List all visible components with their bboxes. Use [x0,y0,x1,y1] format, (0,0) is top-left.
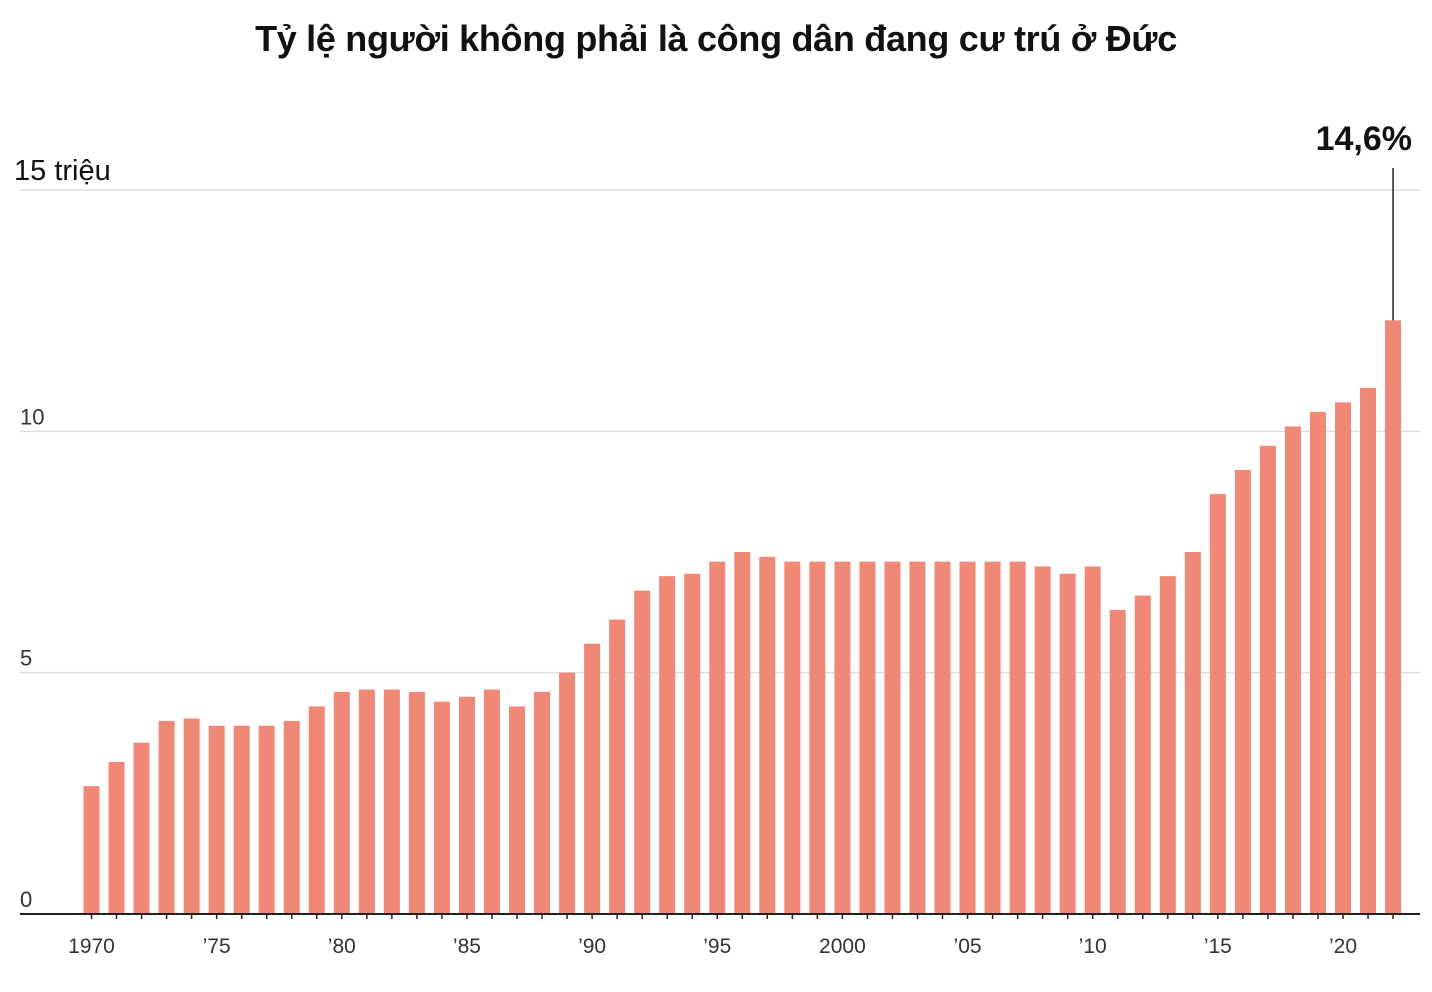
y-tick-label: 10 [20,404,44,429]
bar-2017 [1259,445,1276,914]
bar-2021 [1360,387,1377,915]
bar-1983 [408,691,425,914]
bar-1998 [784,561,801,914]
bar-1991 [609,619,626,914]
annotation: 14,6% [1316,120,1412,321]
bar-2018 [1284,426,1301,914]
x-tick-label: 1970 [68,935,115,958]
x-tick-label: ’05 [954,935,982,958]
x-tick-label: ’90 [578,935,606,958]
bar-1982 [383,689,400,914]
bar-2001 [859,561,876,914]
bar-1973 [158,720,175,914]
bar-1976 [233,725,250,914]
bar-2007 [1009,561,1026,914]
x-tick-label: ’95 [703,935,731,958]
bar-2008 [1034,566,1051,914]
bar-1979 [308,706,325,914]
bar-2005 [959,561,976,914]
bar-1977 [258,725,275,914]
bar-1988 [534,691,551,914]
x-tick-label: 2000 [819,935,866,958]
x-tick-label: ’15 [1204,935,1232,958]
x-tick-label: ’75 [203,935,231,958]
bar-2011 [1109,609,1126,914]
bar-2003 [909,561,926,914]
y-tick-label: 5 [20,646,32,671]
bar-1996 [734,552,751,914]
bar-2004 [934,561,951,914]
x-tick-label: ’20 [1329,935,1357,958]
y-tick-label: 15 triệu [14,155,111,187]
bar-2015 [1209,494,1226,914]
bar-1986 [483,689,500,914]
bar-1975 [208,725,225,914]
bar-1981 [358,689,375,914]
bar-1993 [659,576,676,914]
bar-2020 [1335,402,1351,914]
bar-2013 [1159,576,1176,914]
bar-1992 [634,590,651,914]
bar-2006 [984,561,1001,914]
x-tick-label: ’85 [453,935,481,958]
bar-2022 [1385,320,1402,914]
bar-1997 [759,556,776,914]
bar-2000 [834,561,851,914]
bar-1989 [559,672,576,914]
bar-1971 [108,761,125,914]
x-axis [20,913,1420,919]
bar-1987 [509,706,526,914]
bar-2009 [1059,573,1076,914]
bar-1995 [709,561,726,914]
bar-1970 [83,786,100,914]
bar-2016 [1234,469,1251,914]
x-tick-label: ’80 [328,935,356,958]
bar-1978 [283,720,300,914]
bar-2010 [1084,566,1101,914]
x-tick-label: ’10 [1079,935,1107,958]
bar-1999 [809,561,826,914]
bar-1990 [584,643,601,914]
bar-1984 [433,701,450,914]
annotation-label: 14,6% [1316,120,1412,158]
bar-1972 [133,742,150,914]
bar-2019 [1309,412,1326,914]
y-tick-label: 0 [20,887,32,912]
bars [83,320,1402,915]
bar-1974 [183,718,200,914]
bar-2012 [1134,595,1151,914]
bar-1994 [684,573,701,914]
bar-1985 [458,696,475,914]
bar-2002 [884,561,901,914]
bar-2014 [1184,552,1201,914]
bar-1980 [333,691,350,914]
chart-title: Tỷ lệ người không phải là công dân đang … [255,18,1177,59]
tick-labels: 0 5 10 15 triệu 1970 ’75 ’80 ’85 ’90 ’95 2000 ’05 ’1… [14,155,1357,958]
